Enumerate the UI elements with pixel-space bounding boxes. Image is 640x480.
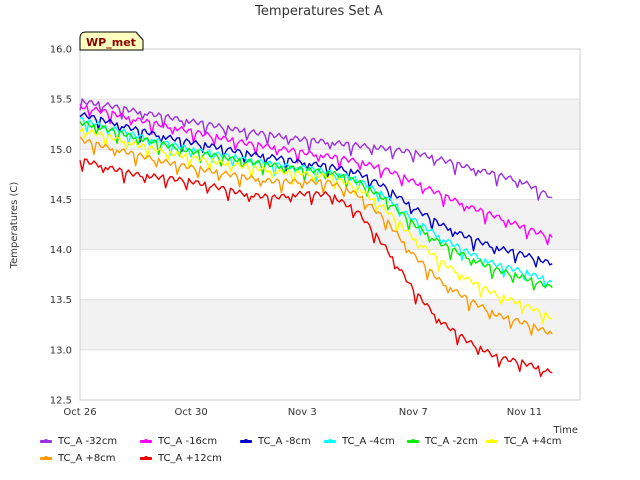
series-line-tc-a-16cm <box>79 103 553 246</box>
legend-item: TC_A +8cm <box>40 453 116 464</box>
y-tick-label: 14.0 <box>50 245 72 256</box>
legend-label: TC_A -16cm <box>158 436 218 447</box>
series-line-tc-a-2cm <box>79 120 553 291</box>
y-tick-label: 13.0 <box>50 345 72 356</box>
series-line-tc-a-4cm <box>79 127 553 324</box>
legend-swatch <box>140 456 152 460</box>
legend-label: TC_A -8cm <box>258 436 311 447</box>
y-tick-label: 16.0 <box>50 45 72 56</box>
legend-label: TC_A -32cm <box>58 436 118 447</box>
legend-label: TC_A +4cm <box>504 436 562 447</box>
series-line-tc-a-4cm <box>79 117 553 289</box>
series-group <box>79 98 553 378</box>
site-badge: WP_met <box>79 31 144 51</box>
y-tick-label: 15.0 <box>50 145 72 156</box>
legend-label: TC_A -2cm <box>425 436 478 447</box>
x-tick-label: Oct 26 <box>63 407 96 418</box>
grid-band <box>80 199 580 250</box>
x-tick-label: Nov 11 <box>507 407 542 418</box>
legend-item: TC_A +4cm <box>486 436 562 447</box>
legend-swatch <box>240 439 252 443</box>
legend-item: TC_A +12cm <box>140 453 222 464</box>
y-tick-labels: 12.5 13.0 13.5 14.0 14.5 15.0 15.5 16.0 <box>50 45 72 407</box>
y-tick-label: 15.5 <box>50 95 72 106</box>
legend-swatch <box>407 439 419 443</box>
legend-swatch <box>486 439 498 443</box>
x-tick-label: Nov 3 <box>288 407 317 418</box>
legend-label: TC_A +8cm <box>58 453 116 464</box>
legend-swatch <box>40 439 52 443</box>
chart-title: Temperatures Set A <box>254 4 383 19</box>
legend-item: TC_A -4cm <box>324 436 395 447</box>
legend-item: TC_A -8cm <box>240 436 311 447</box>
legend-swatch <box>140 439 152 443</box>
grid-band <box>80 299 580 350</box>
site-badge-label: WP_met <box>86 36 136 49</box>
legend-swatch <box>324 439 336 443</box>
series-line-tc-a-8cm <box>79 112 553 268</box>
background-bands <box>80 99 580 350</box>
legend-item: TC_A -16cm <box>140 436 217 447</box>
legend-label: TC_A -4cm <box>342 436 395 447</box>
legend-item: TC_A -2cm <box>407 436 478 447</box>
series-line-tc-a-8cm <box>79 136 553 336</box>
series-line-tc-a-32cm <box>79 98 553 201</box>
legend-swatch <box>40 456 52 460</box>
x-tick-label: Oct 30 <box>175 407 208 418</box>
x-tick-labels: Oct 26 Oct 30 Nov 3 Nov 7 Nov 11 <box>63 407 542 418</box>
x-tick-label: Nov 7 <box>399 407 428 418</box>
series-line-tc-a-12cm <box>79 158 553 378</box>
legend-item: TC_A -32cm <box>40 436 117 447</box>
y-tick-label: 12.5 <box>50 396 72 407</box>
y-axis-label: Temperatures (C) <box>9 182 20 270</box>
x-axis-label: Time <box>553 425 578 436</box>
y-tick-label: 14.5 <box>50 195 72 206</box>
legend-label: TC_A +12cm <box>158 453 222 464</box>
plot-border <box>79 48 581 401</box>
y-tick-label: 13.5 <box>50 295 72 306</box>
